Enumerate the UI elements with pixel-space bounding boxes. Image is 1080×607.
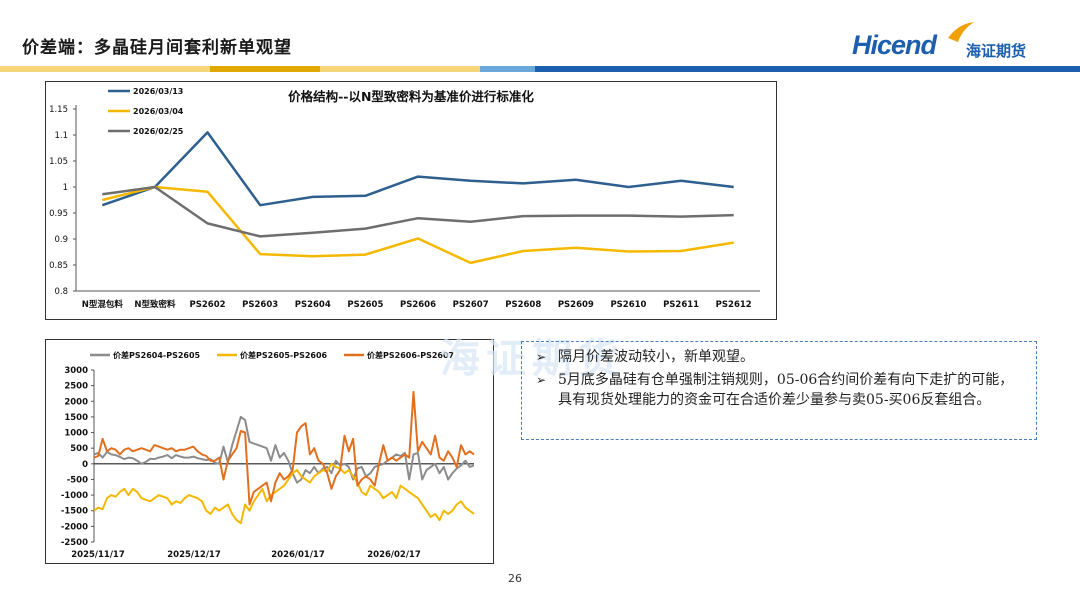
x-tick-label: PS2602: [190, 300, 226, 310]
y-tick-label: 1500: [64, 413, 88, 423]
x-tick-label: N型混包料: [82, 299, 124, 310]
y-tick-label: 0.8: [54, 287, 68, 297]
series-line: [102, 185, 734, 238]
x-tick-label: PS2612: [716, 300, 752, 310]
x-tick-label: PS2609: [558, 300, 594, 310]
stripe-segment: [480, 66, 535, 72]
note-text: 隔月价差波动较小，新单观望。: [558, 349, 754, 365]
series-line: [93, 415, 475, 484]
legend-label: 价差PS2605-PS2606: [240, 350, 328, 360]
x-tick-label: 2025/12/17: [167, 550, 221, 560]
y-tick-label: 0: [82, 460, 88, 470]
y-tick-label: -1000: [61, 491, 88, 501]
y-tick-label: 1000: [64, 429, 88, 439]
y-tick-label: 0.85: [49, 261, 68, 271]
x-tick-label: 2025/11/17: [71, 550, 125, 560]
y-tick-label: 1.15: [49, 105, 68, 115]
y-tick-label: 1.05: [49, 157, 68, 167]
chart-title: 价格结构--以N型致密料为基准价进行标准化: [288, 89, 534, 104]
stripe-segment: [320, 66, 480, 72]
analysis-notes: ➢ 隔月价差波动较小，新单观望。 ➢ 5月底多晶硅有仓单强制注销规则，05-06…: [521, 341, 1037, 440]
y-tick-label: 0.9: [54, 235, 68, 245]
spread-plot: -2500 -2000 -1500 -1000 -500 0 500 1000 1500 2000…: [61, 350, 475, 560]
arrow-bullet-icon: ➢: [536, 373, 547, 387]
x-tick-label: 2026/02/17: [367, 550, 421, 560]
y-tick-label: -2500: [61, 538, 88, 548]
x-tick-label: PS2604: [295, 300, 331, 310]
y-tick-label: 2500: [64, 382, 88, 392]
y-tick-label: 1: [63, 183, 68, 193]
legend-label: 价差PS2604-PS2605: [113, 350, 201, 360]
page-title: 价差端：多晶硅月间套利新单观望: [22, 38, 292, 58]
x-tick-label: N型致密料: [134, 299, 176, 310]
x-tick-label: PS2606: [400, 300, 436, 310]
logo-swoosh-icon: [948, 22, 974, 42]
y-tick-label: -2000: [61, 522, 88, 532]
y-tick-label: 1.1: [54, 131, 68, 141]
note-item: ➢ 5月底多晶硅有仓单强制注销规则，05-06合约间价差有向下走扩的可能，具有现…: [532, 370, 1026, 410]
x-tick-label: PS2611: [663, 300, 699, 310]
legend-label: 价差PS2606-PS2607: [367, 350, 454, 360]
series-line: [93, 462, 475, 525]
x-tick-label: PS2605: [347, 300, 383, 310]
x-tick-label: PS2603: [242, 300, 278, 310]
x-tick-label: 2026/01/17: [271, 550, 325, 560]
company-logo: Hicend 海证期货: [852, 22, 1052, 66]
y-tick-label: 500: [70, 444, 88, 454]
logo-text: Hicend: [852, 30, 937, 60]
y-tick-label: 2000: [64, 397, 88, 407]
stripe-segment: [210, 66, 320, 72]
legend-label: 2026/03/13: [133, 87, 183, 96]
y-tick-label: -500: [67, 475, 88, 485]
legend-label: 2026/03/04: [133, 107, 184, 116]
series-line: [93, 390, 475, 506]
stripe-segment: [535, 66, 1080, 72]
y-tick-label: 0.95: [49, 209, 68, 219]
watermark: 海证期货: [440, 336, 624, 382]
y-tick-label: -1500: [61, 507, 88, 517]
x-tick-label: PS2608: [505, 300, 541, 310]
x-tick-label: PS2607: [453, 300, 489, 310]
stripe-segment: [0, 66, 210, 72]
logo-cn: 海证期货: [966, 42, 1027, 60]
legend-label: 2026/02/25: [133, 127, 184, 136]
note-text: 5月底多晶硅有仓单强制注销规则，05-06合约间价差有向下走扩的可能，具有现货处…: [558, 372, 1014, 408]
note-item: ➢ 隔月价差波动较小，新单观望。: [532, 347, 1026, 367]
y-tick-label: 3000: [64, 366, 88, 376]
series-line: [102, 185, 734, 265]
arrow-bullet-icon: ➢: [536, 350, 547, 364]
spread-chart: -2500 -2000 -1500 -1000 -500 0 500 1000 1500 2000…: [45, 339, 494, 564]
series-line: [101, 131, 734, 207]
x-tick-label: PS2610: [610, 300, 646, 310]
price-structure-plot: 价格结构--以N型致密料为基准价进行标准化 0.8 0.85 0.9 0.95 1 1.05…: [49, 87, 760, 310]
price-structure-chart: 价格结构--以N型致密料为基准价进行标准化 0.8 0.85 0.9 0.95 1 1.05…: [45, 81, 777, 320]
page-number: 26: [508, 572, 522, 585]
